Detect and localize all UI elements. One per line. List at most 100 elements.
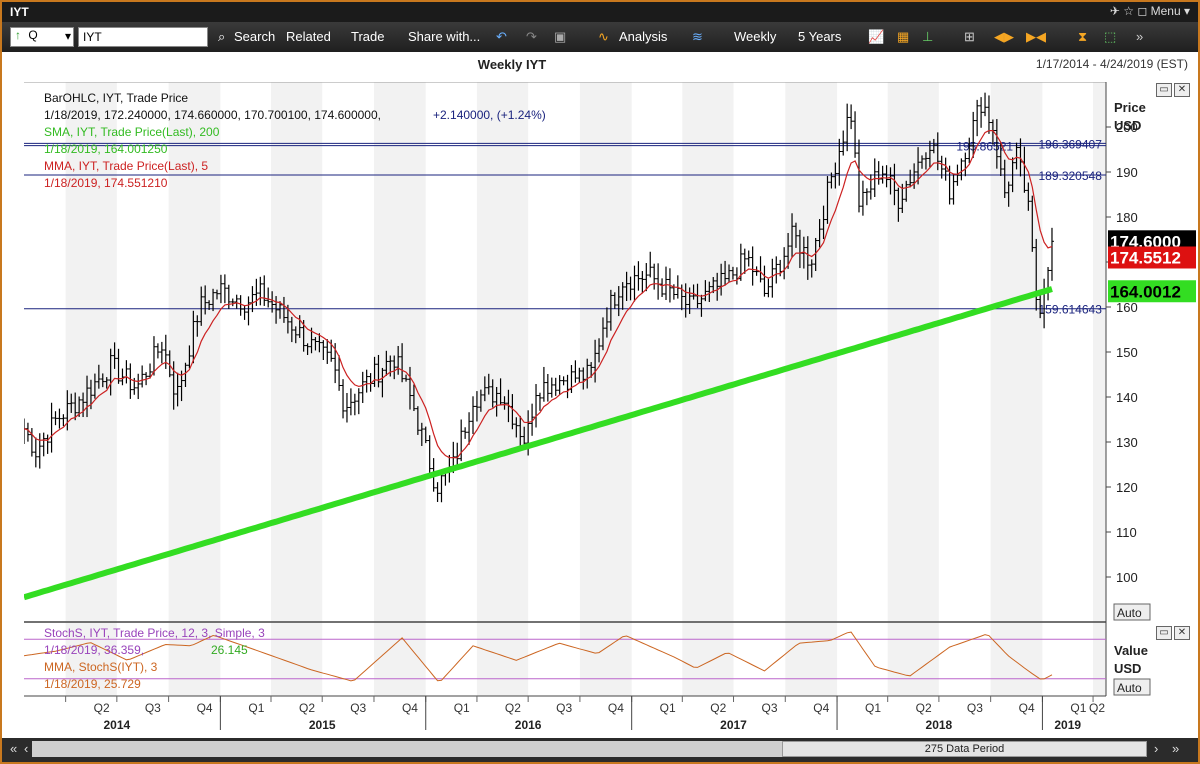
analysis-menu[interactable]: Analysis	[619, 29, 668, 44]
line-chart-icon[interactable]: 📈	[868, 29, 885, 44]
year-label: 2018	[926, 718, 953, 732]
ohlc-bar	[463, 427, 468, 439]
ohlc-bar	[884, 165, 889, 188]
scroll-track[interactable]: 275 Data Period	[32, 741, 1147, 757]
more-icon[interactable]: »	[1136, 29, 1144, 44]
period-select[interactable]: Weekly	[734, 29, 777, 44]
symbol-type-select[interactable]: ↑ Q ▾	[10, 27, 74, 47]
ohlc-bar	[1034, 238, 1039, 311]
ohlc-bar	[400, 343, 405, 383]
ohlc-bar	[644, 263, 649, 292]
ohlc-bar	[1006, 181, 1011, 207]
scroll-end-icon[interactable]: »	[1172, 741, 1180, 756]
chart-svg[interactable]: 196.369407195.86521189.320548159.614643 …	[24, 82, 1196, 734]
zoom-fit-icon[interactable]: ⧗	[1078, 29, 1088, 44]
ohlc-bar	[317, 333, 322, 353]
ohlc-bar	[128, 363, 133, 399]
ohlc-bar	[821, 205, 826, 240]
ohlc-bar	[845, 103, 850, 152]
toolbar: ↑ Q ▾ IYT ⌕ Search Related Trade Share w…	[2, 22, 1198, 52]
ohlc-bar	[148, 363, 153, 379]
ohlc-bar	[955, 164, 960, 186]
ohlc-bar	[427, 435, 432, 479]
ohlc-bar	[502, 396, 507, 410]
ohlc-bar	[305, 343, 310, 355]
ohlc-bar	[65, 390, 70, 431]
value-axis-label: Value	[1114, 643, 1148, 658]
studies-icon[interactable]: ≋	[692, 29, 703, 44]
related-menu[interactable]: Related	[286, 29, 331, 44]
minimize-stoch-icon[interactable]: ▭	[1156, 626, 1172, 640]
ohlc-bar	[931, 138, 936, 154]
quarter-label: Q3	[967, 701, 983, 715]
ohlc-bars	[24, 92, 1054, 503]
ohlc-bar	[407, 366, 412, 410]
window-controls[interactable]: ✈ ☆ ◻ Menu ▾	[1109, 4, 1190, 18]
compare-icon[interactable]: ▦	[897, 29, 910, 44]
cursor-icon[interactable]: ⬚	[1104, 29, 1117, 44]
stoch-auto-button[interactable]: Auto	[1117, 681, 1142, 695]
ohlc-bar	[656, 263, 661, 300]
search-button[interactable]: Search	[234, 29, 276, 44]
scroll-thumb[interactable]: 275 Data Period	[782, 741, 1147, 757]
ohlc-bar	[920, 155, 925, 169]
zoom-in-icon[interactable]: ▶◀	[1026, 29, 1046, 44]
analysis-icon[interactable]: ∿	[598, 29, 609, 44]
ohlc-bar	[856, 139, 861, 213]
scroll-back-icon[interactable]: ‹	[24, 741, 29, 756]
bottom-scrollbar: « ‹ 275 Data Period › »	[2, 738, 1198, 762]
ohlc-bar	[790, 213, 795, 258]
quarter-band	[476, 82, 529, 696]
search-icon[interactable]: ⌕	[218, 29, 226, 44]
ohlc-bar	[600, 317, 605, 351]
chevron-down-icon[interactable]: ▾	[64, 29, 71, 43]
range-select[interactable]: 5 Years	[798, 29, 842, 44]
draw-icon[interactable]: ⊥	[922, 29, 934, 44]
ohlc-bar	[715, 272, 720, 301]
ohlc-bar	[648, 251, 653, 278]
horizontal-line-label: 195.86521	[956, 140, 1013, 154]
scroll-left-icon[interactable]: ◀▶	[994, 29, 1014, 44]
quarter-band	[271, 82, 323, 696]
ohlc-bar	[474, 391, 479, 422]
quarter-label: Q2	[505, 701, 521, 715]
chart-title: Weekly IYT	[477, 57, 547, 72]
ohlc-bar	[81, 392, 86, 418]
ohlc-bar	[943, 157, 948, 181]
quarter-label: Q2	[916, 701, 932, 715]
camera-icon[interactable]: ▣	[554, 29, 567, 44]
add-icon[interactable]: ⊞	[964, 29, 975, 44]
ohlc-bar	[356, 388, 361, 415]
symbol-input[interactable]: IYT	[78, 27, 208, 47]
trade-menu[interactable]: Trade	[351, 29, 385, 44]
close-stoch-icon[interactable]: ✕	[1174, 626, 1190, 640]
ohlc-bar	[124, 360, 129, 384]
ohlc-bar	[69, 393, 74, 413]
quarter-label: Q2	[1089, 701, 1105, 715]
minimize-panel-icon[interactable]: ▭	[1156, 83, 1172, 97]
quarter-band	[990, 82, 1043, 696]
ohlc-bar	[207, 300, 212, 311]
auto-scale-button[interactable]: Auto	[1117, 606, 1142, 620]
undo-icon[interactable]: ↶	[496, 29, 507, 44]
ohlc-bar	[979, 97, 984, 128]
quarter-band	[373, 82, 426, 696]
ohlc-bar	[545, 374, 550, 402]
ohlc-bar	[344, 392, 349, 423]
quarter-label: Q2	[710, 701, 726, 715]
quarter-label: Q1	[865, 701, 881, 715]
ohlc-bar	[766, 278, 771, 298]
ohlc-bar	[490, 379, 495, 408]
ohlc-bar	[33, 437, 38, 468]
redo-icon[interactable]: ↷	[526, 29, 537, 44]
quarter-band	[785, 82, 838, 696]
scroll-start-icon[interactable]: «	[10, 741, 18, 756]
ohlc-bar	[187, 345, 192, 369]
ohlc-bar	[541, 366, 546, 402]
share-menu[interactable]: Share with...	[408, 29, 481, 44]
close-panel-icon[interactable]: ✕	[1174, 83, 1190, 97]
ohlc-bar	[636, 261, 641, 291]
scroll-forward-icon[interactable]: ›	[1154, 741, 1159, 756]
ohlc-bar	[813, 237, 818, 272]
